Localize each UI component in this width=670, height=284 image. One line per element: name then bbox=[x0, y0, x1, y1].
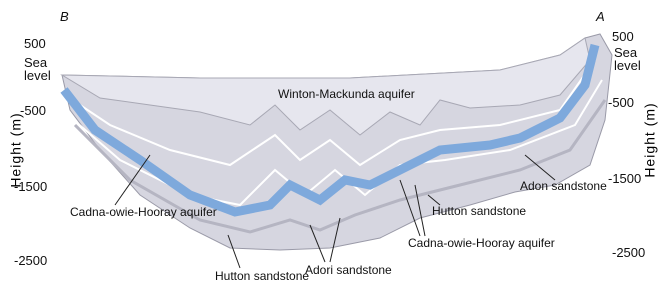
left-tick: Sea level bbox=[24, 56, 58, 82]
right-tick: Sea level bbox=[614, 46, 648, 72]
annotation: Hutton sandstone bbox=[215, 270, 309, 283]
end-label: B bbox=[60, 10, 69, 23]
left-axis-title: Height (m) bbox=[8, 112, 24, 187]
end-label: A bbox=[596, 10, 605, 23]
left-tick: -2500 bbox=[14, 254, 47, 267]
right-tick: -2500 bbox=[612, 246, 645, 259]
cross-section: B A 500 Sea level -500 -1500 -2500 Heigh… bbox=[0, 0, 670, 284]
left-tick: -500 bbox=[20, 104, 46, 117]
right-tick: -1500 bbox=[608, 172, 641, 185]
annotation: Winton-Mackunda aquifer bbox=[278, 88, 415, 101]
annotation: Adori sandstone bbox=[305, 264, 392, 277]
right-tick: 500 bbox=[612, 30, 634, 43]
annotation: Cadna-owie-Hooray aquifer bbox=[408, 237, 555, 250]
section-drawing bbox=[0, 0, 670, 284]
annotation: Hutton sandstone bbox=[432, 205, 526, 218]
annotation: Cadna-owie-Hooray aquifer bbox=[70, 206, 217, 219]
left-tick: 500 bbox=[24, 37, 46, 50]
right-tick: -500 bbox=[608, 96, 634, 109]
annotation: Adon sandstone bbox=[520, 180, 607, 193]
right-axis-title: Height (m) bbox=[642, 102, 658, 177]
